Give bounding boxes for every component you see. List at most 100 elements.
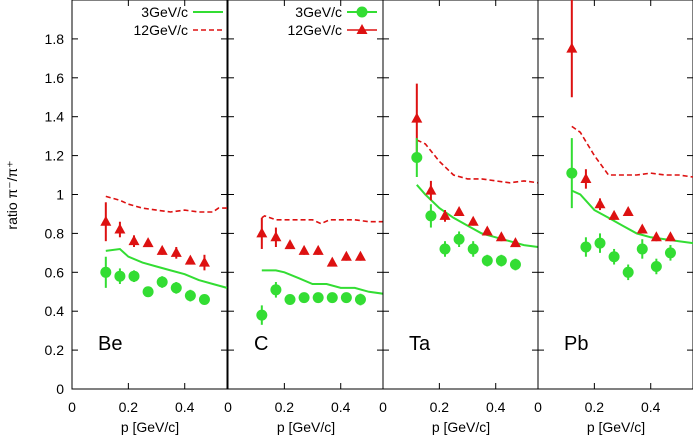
data-point-12gev	[184, 254, 196, 265]
legend-label: 12GeV/c	[288, 22, 342, 38]
legend-label: 12GeV/c	[134, 22, 188, 38]
data-point-3gev	[411, 152, 423, 164]
data-point-12gev	[270, 231, 282, 242]
data-point-12gev	[411, 112, 423, 123]
panel-frame-3	[537, 0, 693, 390]
data-point-3gev	[594, 237, 606, 249]
data-point-3gev	[298, 292, 310, 304]
data-point-3gev	[170, 282, 182, 294]
data-point-12gev	[340, 250, 352, 261]
panel-label-c: C	[254, 333, 268, 355]
data-point-12gev	[170, 246, 182, 257]
data-point-3gev	[622, 266, 634, 278]
data-point-12gev	[566, 42, 578, 53]
legend-swatch-marker	[356, 24, 368, 34]
data-point-3gev	[608, 251, 620, 263]
series-line-12gev	[261, 215, 383, 225]
data-point-3gev	[284, 294, 296, 306]
data-point-12gev	[114, 223, 126, 234]
x-tick-label: 0.2	[430, 399, 450, 415]
data-point-12gev	[312, 244, 324, 255]
data-point-3gev	[509, 259, 521, 271]
data-point-3gev	[340, 292, 352, 304]
data-point-3gev	[256, 309, 268, 321]
panel-label-ta: Ta	[409, 333, 431, 355]
data-point-3gev	[156, 276, 168, 288]
data-point-12gev	[425, 184, 437, 195]
x-axis-label: p [GeV/c]	[277, 419, 335, 435]
panel-frame-1	[227, 0, 384, 390]
y-tick-label: 0	[56, 381, 64, 397]
y-axis-label: ratio π⁻/π⁺	[4, 160, 20, 229]
legend-label: 3GeV/c	[141, 4, 188, 20]
data-point-12gev	[142, 237, 154, 248]
data-point-12gev	[580, 172, 592, 183]
x-tick-label: 0.2	[275, 399, 295, 415]
y-tick-label: 0.6	[45, 264, 65, 280]
data-point-3gev	[481, 255, 493, 267]
data-point-12gev	[509, 237, 521, 248]
data-point-12gev	[622, 206, 634, 217]
y-tick-label: 0.8	[45, 225, 65, 241]
data-point-12gev	[284, 239, 296, 250]
data-point-3gev	[142, 286, 154, 298]
data-point-3gev	[636, 243, 648, 255]
x-tick-label: 0	[68, 399, 76, 415]
data-point-12gev	[453, 206, 465, 217]
data-point-3gev	[312, 292, 324, 304]
data-point-12gev	[354, 250, 366, 261]
y-tick-label: 1.6	[45, 70, 65, 86]
panel-label-be: Be	[98, 333, 122, 355]
data-point-3gev	[580, 241, 592, 253]
y-tick-label: 1.8	[45, 31, 65, 47]
data-point-3gev	[425, 210, 437, 222]
x-axis-label: p [GeV/c]	[121, 419, 179, 435]
x-tick-label: 0.2	[585, 399, 605, 415]
series-line-12gev	[416, 139, 539, 184]
data-point-12gev	[128, 235, 140, 246]
data-point-3gev	[270, 284, 282, 296]
y-tick-label: 0.2	[45, 342, 65, 358]
x-tick-label: 0	[224, 399, 232, 415]
panel-frame-0	[71, 0, 228, 390]
legend-swatch-marker	[356, 6, 368, 18]
series-line-3gev	[261, 269, 384, 295]
x-tick-label: 0.4	[641, 399, 661, 415]
series-line-12gev	[105, 195, 227, 213]
data-point-3gev	[326, 292, 338, 304]
data-point-3gev	[467, 243, 479, 255]
data-point-12gev	[636, 223, 648, 234]
data-point-3gev	[354, 294, 366, 306]
data-point-12gev	[608, 209, 620, 220]
data-point-12gev	[256, 227, 268, 238]
data-point-3gev	[198, 294, 210, 306]
data-point-12gev	[664, 231, 676, 242]
data-point-3gev	[664, 247, 676, 259]
x-tick-label: 0.4	[175, 399, 195, 415]
panel-label-pb: Pb	[564, 333, 588, 355]
data-point-12gev	[439, 209, 451, 220]
data-point-3gev	[439, 243, 451, 255]
data-point-12gev	[650, 231, 662, 242]
data-point-12gev	[594, 198, 606, 209]
data-point-3gev	[114, 270, 126, 282]
data-point-3gev	[495, 255, 507, 267]
series-line-3gev	[105, 247, 228, 289]
x-tick-label: 0.2	[119, 399, 139, 415]
data-point-12gev	[156, 244, 168, 255]
data-point-12gev	[326, 256, 338, 267]
data-point-12gev	[495, 231, 507, 242]
data-point-3gev	[453, 233, 465, 245]
legend-label: 3GeV/c	[295, 4, 342, 20]
x-tick-label: 0.4	[486, 399, 506, 415]
data-point-12gev	[481, 225, 493, 236]
y-tick-label: 1	[56, 187, 64, 203]
x-axis-label: p [GeV/c]	[587, 419, 645, 435]
series-line-3gev	[571, 189, 693, 245]
x-tick-label: 0	[534, 399, 542, 415]
y-tick-label: 1.2	[45, 148, 65, 164]
x-tick-label: 0	[379, 399, 387, 415]
x-axis-label: p [GeV/c]	[432, 419, 490, 435]
y-tick-label: 0.4	[45, 303, 65, 319]
